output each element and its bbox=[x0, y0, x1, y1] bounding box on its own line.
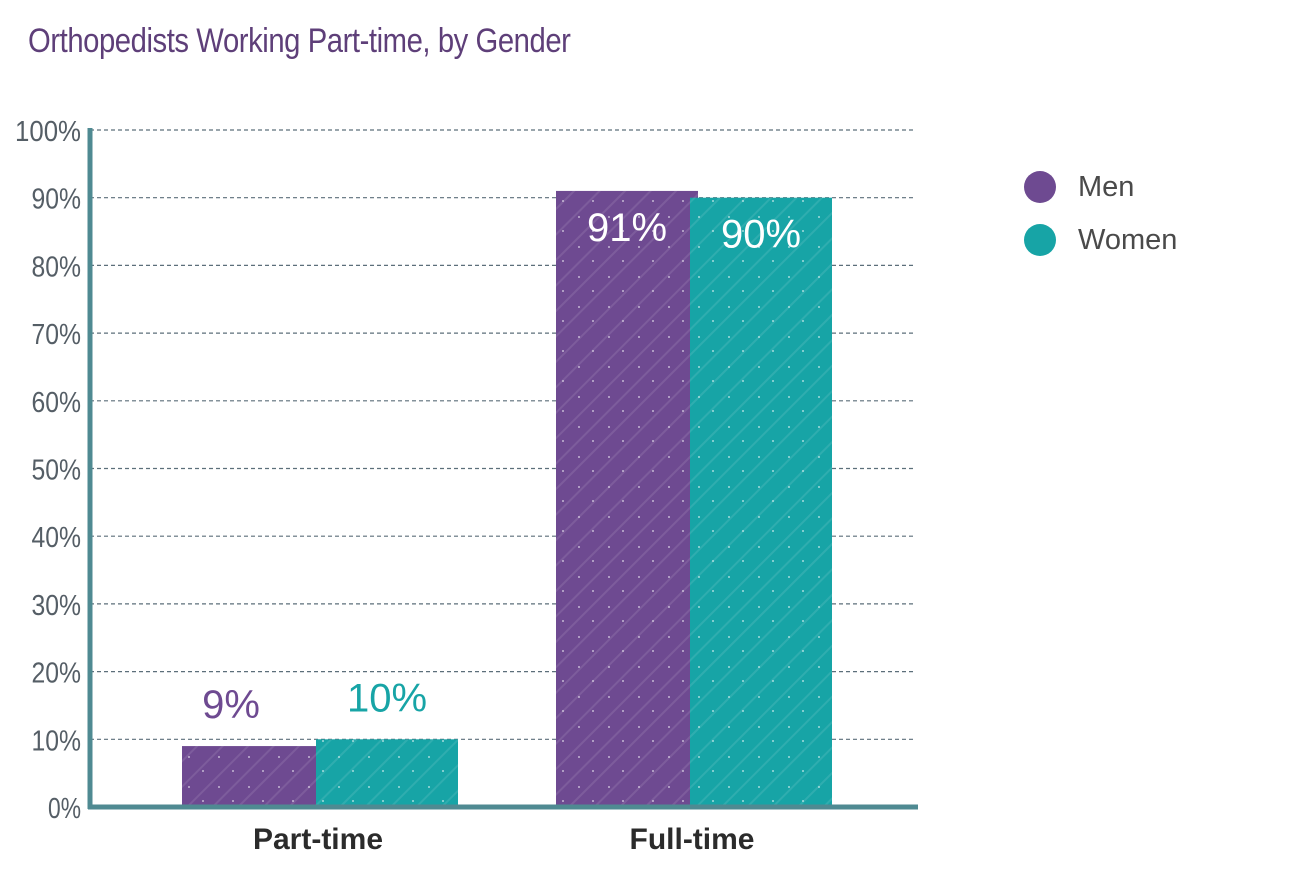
labels: 0% 10% 20% 30% 40% 50% 60% 70% 80% 90% 100% 9% 10% Pa… bbox=[15, 116, 801, 856]
legend-item-women: Women bbox=[1024, 221, 1177, 259]
data-label-women-full-time: 90% bbox=[721, 213, 801, 257]
x-category-label: Full-time bbox=[630, 823, 755, 856]
legend-label-men: Men bbox=[1078, 170, 1135, 203]
x-category-label: Part-time bbox=[253, 823, 383, 856]
y-tick-label: 100% bbox=[15, 116, 81, 148]
legend: Men Women bbox=[1024, 168, 1177, 274]
y-tick-label: 10% bbox=[32, 725, 82, 757]
bar-dot-overlay bbox=[556, 190, 698, 807]
y-tick-label: 90% bbox=[32, 184, 82, 216]
legend-swatch-women bbox=[1024, 224, 1056, 256]
y-tick-label: 70% bbox=[32, 319, 82, 351]
y-tick-label: 0% bbox=[48, 793, 81, 825]
y-tick-label: 30% bbox=[32, 590, 82, 622]
y-tick-label: 60% bbox=[32, 387, 82, 419]
bar-dot-overlay bbox=[316, 739, 458, 807]
bars bbox=[182, 190, 832, 807]
y-tick-label: 50% bbox=[32, 455, 82, 487]
y-tick-label: 40% bbox=[32, 522, 82, 554]
data-label-men-full-time: 91% bbox=[587, 206, 667, 250]
legend-swatch-men bbox=[1024, 171, 1056, 203]
data-label-women-part-time: 10% bbox=[347, 676, 427, 720]
data-label-men-part-time: 9% bbox=[202, 683, 260, 727]
axes bbox=[87, 128, 918, 810]
y-tick-label: 20% bbox=[32, 658, 82, 690]
y-tick-label: 80% bbox=[32, 251, 82, 283]
bar-dot-overlay bbox=[182, 746, 324, 807]
legend-label-women: Women bbox=[1078, 223, 1178, 256]
bar-dot-overlay bbox=[690, 197, 832, 807]
chart-title: Orthopedists Working Part-time, by Gende… bbox=[28, 22, 571, 60]
legend-item-men: Men bbox=[1024, 168, 1177, 206]
